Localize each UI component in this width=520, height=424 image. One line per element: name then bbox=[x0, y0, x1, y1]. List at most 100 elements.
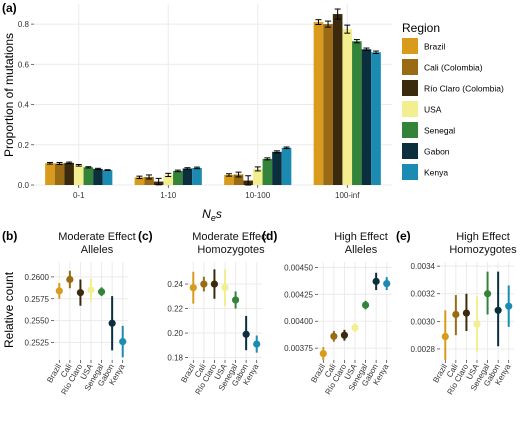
point-gabon bbox=[494, 306, 502, 314]
bar-gabon-100-inf bbox=[361, 49, 372, 185]
ytick-label: 0.24 bbox=[167, 280, 183, 289]
panel-a-bar-chart: 0.0 0.2 0.4 0.6 0.8 0-1 1-10 10-100 100-inf bbox=[18, 4, 392, 200]
bar-r-o-claro-colombia-100-inf bbox=[332, 14, 343, 185]
ytick-label-a: 0.4 bbox=[18, 101, 30, 110]
bar-senegal-100-inf bbox=[352, 41, 362, 186]
ytick-label-a: 0.6 bbox=[18, 60, 30, 69]
bar-usa-1-10 bbox=[163, 174, 174, 185]
point-r-o-claro bbox=[340, 331, 349, 339]
point-kenya bbox=[119, 338, 127, 346]
bar-brazil-10-100 bbox=[224, 174, 234, 185]
bar-cali-colombia-100-inf bbox=[323, 24, 333, 185]
xtick-label-100-inf: 100-inf bbox=[335, 191, 360, 200]
xtick-label-1-10: 1-10 bbox=[160, 191, 177, 200]
bar-kenya-1-10 bbox=[192, 167, 202, 185]
ytick-label: 0.00425 bbox=[284, 290, 313, 299]
point-cali bbox=[66, 275, 74, 284]
point-r-o-claro bbox=[462, 309, 471, 317]
panel-label: (b) bbox=[2, 229, 17, 243]
bar-kenya-100-inf bbox=[371, 52, 381, 186]
xtick-label-10-100: 10-100 bbox=[245, 191, 270, 200]
point-kenya bbox=[253, 340, 261, 348]
panel-label: (d) bbox=[262, 229, 277, 243]
bar-cali-colombia-1-10 bbox=[144, 176, 154, 185]
legend-label-kenya: Kenya bbox=[424, 168, 448, 178]
legend-key-r-o-claro-colombia bbox=[402, 80, 418, 96]
ytick-label-a: 0.0 bbox=[18, 181, 30, 190]
y-axis-label-bottom: Relative count bbox=[2, 271, 16, 348]
point-kenya bbox=[383, 279, 391, 288]
legend-label-cali-colombia: Cali (Colombia) bbox=[424, 63, 483, 73]
point-gabon bbox=[372, 277, 380, 285]
point-usa bbox=[221, 284, 229, 292]
legend: Brazil Cali (Colombia) Río Claro (Colombia… bbox=[402, 38, 504, 180]
ytick-label: 0.0028 bbox=[411, 345, 436, 354]
point-cali bbox=[452, 310, 460, 319]
panel-a-label: (a) bbox=[2, 1, 17, 15]
legend-label-r-o-claro-colombia: Río Claro (Colombia) bbox=[424, 84, 504, 94]
x-axis-label-main: N bbox=[202, 207, 211, 221]
point-brazil bbox=[189, 284, 197, 292]
legend-key-cali-colombia bbox=[402, 59, 418, 75]
ytick-label: 0.0032 bbox=[411, 290, 436, 299]
bar-kenya-10-100 bbox=[281, 147, 292, 185]
point-senegal bbox=[231, 296, 240, 304]
y-axis-label-a: Proportion of mutations bbox=[2, 33, 16, 157]
ytick-label: 0.00450 bbox=[284, 263, 313, 272]
point-gabon bbox=[242, 330, 250, 338]
ytick-label: 0.18 bbox=[167, 354, 183, 363]
ytick-label: 0.2600 bbox=[25, 273, 50, 282]
point-brazil bbox=[441, 332, 449, 341]
ytick-label: 0.2550 bbox=[25, 317, 50, 326]
bar-senegal-0-1 bbox=[83, 167, 94, 185]
point-cali bbox=[330, 332, 338, 340]
bar-brazil-0-1 bbox=[45, 163, 55, 185]
x-axis-label-a: Nes bbox=[202, 207, 222, 223]
bar-brazil-1-10 bbox=[134, 177, 145, 185]
panel-title-line2: Homozygotes bbox=[449, 244, 517, 256]
legend-label-usa: USA bbox=[424, 105, 442, 115]
panel-title-line1: Moderate Effect bbox=[58, 231, 135, 243]
point-r-o-claro bbox=[76, 289, 85, 297]
bar-usa-10-100 bbox=[252, 168, 263, 185]
legend-key-kenya bbox=[402, 164, 418, 180]
ytick-label: 0.0030 bbox=[411, 317, 436, 326]
point-brazil bbox=[55, 287, 63, 295]
x-axis-label-sub: e bbox=[211, 213, 216, 223]
panel-label: (e) bbox=[396, 229, 411, 243]
legend-label-senegal: Senegal bbox=[424, 126, 455, 136]
panel-title-line1: High Effect bbox=[334, 231, 388, 243]
panel-title-line2: Alleles bbox=[81, 244, 114, 256]
panel-title-line1: Moderate Effect bbox=[192, 231, 269, 243]
bar-usa-0-1 bbox=[73, 165, 84, 185]
point-senegal bbox=[361, 301, 370, 309]
xtick-label-0-1: 0-1 bbox=[73, 191, 85, 200]
ytick-label: 0.2525 bbox=[25, 339, 50, 348]
ytick-label: 0.00375 bbox=[284, 344, 313, 353]
bar-senegal-10-100 bbox=[262, 158, 273, 185]
point-senegal bbox=[97, 288, 106, 296]
bar-gabon-1-10 bbox=[182, 168, 193, 185]
legend-key-senegal bbox=[402, 122, 418, 138]
bar-r-o-claro-colombia-0-1 bbox=[64, 162, 74, 185]
panel-title-line2: Homozygotes bbox=[197, 244, 265, 256]
ytick-label-a: 0.2 bbox=[18, 141, 30, 150]
legend-label-brazil: Brazil bbox=[424, 42, 445, 52]
bottom-panels: (b) Moderate EffectAlleles0.25250.25500.2… bbox=[2, 229, 517, 396]
point-kenya bbox=[505, 302, 513, 310]
legend-key-gabon bbox=[402, 143, 418, 159]
bar-cali-colombia-0-1 bbox=[54, 163, 65, 185]
x-axis-label-tail: s bbox=[216, 207, 222, 221]
bar-usa-100-inf bbox=[342, 29, 353, 186]
ytick-label: 0.00400 bbox=[284, 317, 313, 326]
ytick-label: 0.22 bbox=[167, 305, 183, 314]
bar-cali-colombia-10-100 bbox=[233, 174, 244, 185]
point-usa bbox=[351, 324, 359, 332]
ytick-label: 0.0034 bbox=[411, 262, 436, 271]
point-senegal bbox=[483, 290, 492, 298]
legend-key-brazil bbox=[402, 38, 418, 54]
